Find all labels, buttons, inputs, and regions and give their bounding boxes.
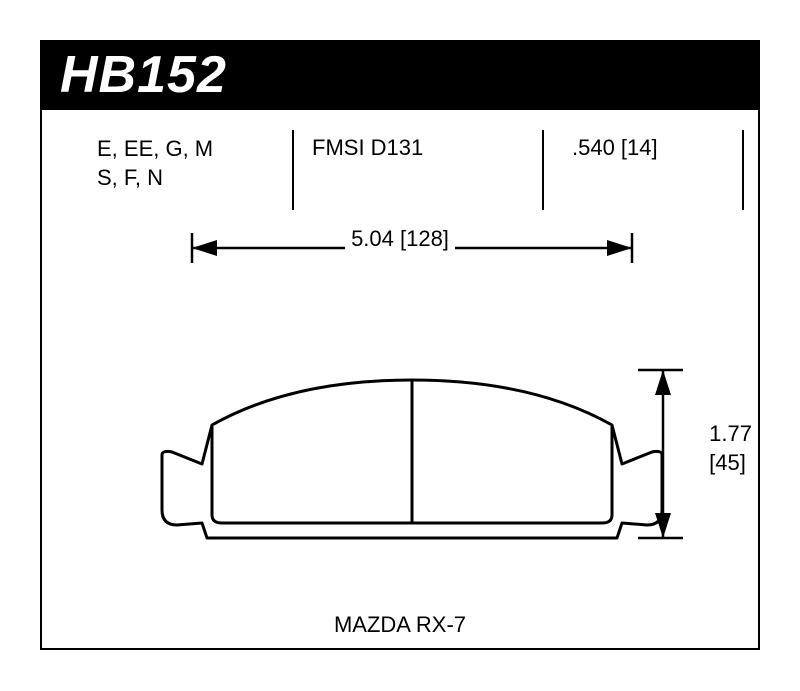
brake-pad-outline — [142, 370, 682, 570]
compounds-column: E, EE, G, M S, F, N — [97, 135, 277, 192]
thickness-spec: .540 [14] — [572, 135, 658, 161]
spec-row: E, EE, G, M S, F, N FMSI D131 .540 [14] — [42, 125, 758, 185]
height-mm: [45] — [709, 449, 752, 478]
width-label: 5.04 [128] — [345, 226, 455, 252]
height-dimension-label: 1.77 [45] — [709, 420, 752, 477]
compounds-line1: E, EE, G, M — [97, 135, 277, 164]
height-dimension-arrow — [638, 335, 688, 555]
main-diagram-box: E, EE, G, M S, F, N FMSI D131 .540 [14] … — [40, 110, 760, 650]
application-label: MAZDA RX-7 — [334, 612, 466, 638]
height-inches: 1.77 — [709, 420, 752, 449]
fmsi-spec: FMSI D131 — [312, 135, 423, 161]
spec-divider-3 — [742, 130, 744, 210]
spec-divider-2 — [542, 130, 544, 210]
header-bar: HB152 — [40, 40, 760, 110]
spec-divider-1 — [292, 130, 294, 210]
part-number: HB152 — [60, 45, 227, 105]
compounds-line2: S, F, N — [97, 164, 277, 193]
